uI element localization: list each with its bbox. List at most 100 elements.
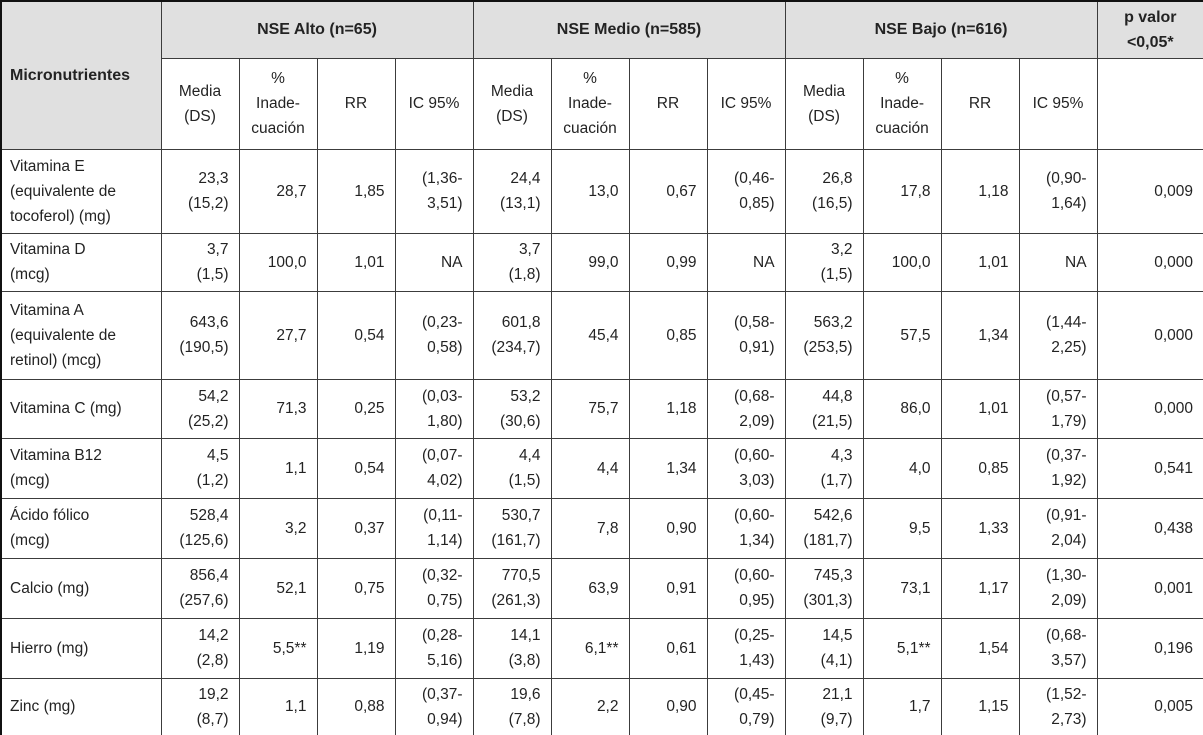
cell-ic95-bajo: (0,90- 1,64) [1018,148,1098,234]
cell-media-ds-bajo: 542,6 (181,7) [784,497,864,559]
cell-rr-bajo: 1,33 [940,497,1020,559]
cell-pct-inadequacy-bajo: 86,0 [862,378,942,439]
cell-pct-inadequacy-bajo: 57,5 [862,290,942,380]
cell-rr-alto: 0,75 [316,557,396,619]
cell-rr-medio: 0,85 [628,290,708,380]
cell-pct-inadequacy-bajo: 4,0 [862,437,942,499]
cell-rr-medio: 0,91 [628,557,708,619]
cell-p-value: 0,005 [1096,677,1203,735]
subheader-media-ds-alto: Media (DS) [160,57,240,150]
table-row: Calcio (mg) 856,4 (257,6) 52,1 0,75 (0,32- 0… [0,557,1203,619]
cell-ic95-medio: (0,58- 0,91) [706,290,786,380]
cell-pct-inadequacy-medio: 13,0 [550,148,630,234]
cell-pct-inadequacy-alto: 1,1 [238,437,318,499]
cell-ic95-bajo: (1,30- 2,09) [1018,557,1098,619]
cell-ic95-bajo: (1,44- 2,25) [1018,290,1098,380]
cell-pct-inadequacy-bajo: 17,8 [862,148,942,234]
cell-rr-alto: 1,85 [316,148,396,234]
cell-p-value: 0,000 [1096,378,1203,439]
cell-pct-inadequacy-alto: 1,1 [238,677,318,735]
cell-rr-bajo: 1,15 [940,677,1020,735]
cell-media-ds-bajo: 26,8 (16,5) [784,148,864,234]
cell-ic95-alto: (1,36- 3,51) [394,148,474,234]
subheader-rr-alto: RR [316,57,396,150]
cell-ic95-bajo: (0,91- 2,04) [1018,497,1098,559]
cell-pct-inadequacy-bajo: 9,5 [862,497,942,559]
cell-rr-bajo: 1,34 [940,290,1020,380]
cell-p-value: 0,196 [1096,617,1203,679]
cell-p-value: 0,009 [1096,148,1203,234]
cell-ic95-alto: (0,28- 5,16) [394,617,474,679]
cell-rr-alto: 0,88 [316,677,396,735]
cell-ic95-bajo: (0,68- 3,57) [1018,617,1098,679]
table-row: Vitamina E (equivalente de tocoferol) (m… [0,148,1203,234]
cell-media-ds-bajo: 14,5 (4,1) [784,617,864,679]
table-row: Vitamina D (mcg) 3,7 (1,5) 100,0 1,01 NA 3,7 … [0,232,1203,292]
cell-p-value: 0,541 [1096,437,1203,499]
cell-media-ds-medio: 24,4 (13,1) [472,148,552,234]
cell-ic95-alto: (0,23- 0,58) [394,290,474,380]
cell-media-ds-medio: 14,1 (3,8) [472,617,552,679]
subheader-media-ds-bajo: Media (DS) [784,57,864,150]
cell-rr-bajo: 1,18 [940,148,1020,234]
cell-pct-inadequacy-alto: 5,5** [238,617,318,679]
table-header: Micronutrientes NSE Alto (n=65) NSE Medi… [0,0,1203,150]
p-value-header: p valor <0,05* [1096,0,1203,59]
cell-rr-medio: 0,90 [628,677,708,735]
cell-media-ds-alto: 54,2 (25,2) [160,378,240,439]
table-row: Ácido fólico (mcg) 528,4 (125,6) 3,2 0,37 (0… [0,497,1203,559]
group-header-nse-bajo: NSE Bajo (n=616) [784,0,1098,59]
subheader-pct-inadequacy-bajo: % Inade- cuación [862,57,942,150]
cell-media-ds-bajo: 4,3 (1,7) [784,437,864,499]
cell-pct-inadequacy-medio: 45,4 [550,290,630,380]
table-row: Hierro (mg) 14,2 (2,8) 5,5** 1,19 (0,28- 5,1… [0,617,1203,679]
cell-ic95-medio: (0,68- 2,09) [706,378,786,439]
group-header-row: Micronutrientes NSE Alto (n=65) NSE Medi… [0,0,1203,150]
cell-media-ds-bajo: 745,3 (301,3) [784,557,864,619]
cell-rr-bajo: 1,17 [940,557,1020,619]
cell-ic95-alto: (0,03- 1,80) [394,378,474,439]
cell-media-ds-medio: 3,7 (1,8) [472,232,552,292]
subheader-pct-inadequacy-medio: % Inade- cuación [550,57,630,150]
cell-ic95-medio: (0,60- 0,95) [706,557,786,619]
cell-rr-bajo: 1,01 [940,378,1020,439]
cell-pct-inadequacy-medio: 6,1** [550,617,630,679]
cell-media-ds-medio: 4,4 (1,5) [472,437,552,499]
cell-pct-inadequacy-bajo: 100,0 [862,232,942,292]
cell-pct-inadequacy-medio: 7,8 [550,497,630,559]
cell-ic95-alto: (0,32- 0,75) [394,557,474,619]
subheader-row: Media (DS)% Inade- cuación RR IC 95% Media … [1,57,1203,150]
cell-media-ds-alto: 856,4 (257,6) [160,557,240,619]
cell-rr-alto: 0,54 [316,437,396,499]
subheader-media-ds-medio: Media (DS) [472,57,552,150]
table-body: Vitamina E (equivalente de tocoferol) (m… [0,148,1203,735]
cell-ic95-medio: (0,60- 1,34) [706,497,786,559]
cell-rr-medio: 1,18 [628,378,708,439]
cell-rr-medio: 0,67 [628,148,708,234]
cell-p-value: 0,000 [1096,290,1203,380]
subheader-ic95-alto: IC 95% [394,57,474,150]
subheader-ic95-medio: IC 95% [706,57,786,150]
cell-p-value: 0,000 [1096,232,1203,292]
cell-ic95-medio: (0,46- 0,85) [706,148,786,234]
group-header-nse-alto: NSE Alto (n=65) [160,0,474,59]
subheader-rr-medio: RR [628,57,708,150]
cell-rr-alto: 1,19 [316,617,396,679]
cell-ic95-alto: NA [394,232,474,292]
row-label: Vitamina C (mg) [0,378,162,439]
cell-rr-bajo: 0,85 [940,437,1020,499]
cell-pct-inadequacy-bajo: 5,1** [862,617,942,679]
row-label: Hierro (mg) [0,617,162,679]
table-row: Vitamina A (equivalente de retinol) (mcg… [0,290,1203,380]
cell-pct-inadequacy-medio: 75,7 [550,378,630,439]
row-label: Vitamina D (mcg) [0,232,162,292]
cell-pct-inadequacy-alto: 28,7 [238,148,318,234]
cell-pct-inadequacy-medio: 4,4 [550,437,630,499]
cell-ic95-medio: (0,60- 3,03) [706,437,786,499]
cell-media-ds-medio: 770,5 (261,3) [472,557,552,619]
cell-rr-alto: 0,54 [316,290,396,380]
cell-pct-inadequacy-alto: 100,0 [238,232,318,292]
cell-ic95-alto: (0,11- 1,14) [394,497,474,559]
